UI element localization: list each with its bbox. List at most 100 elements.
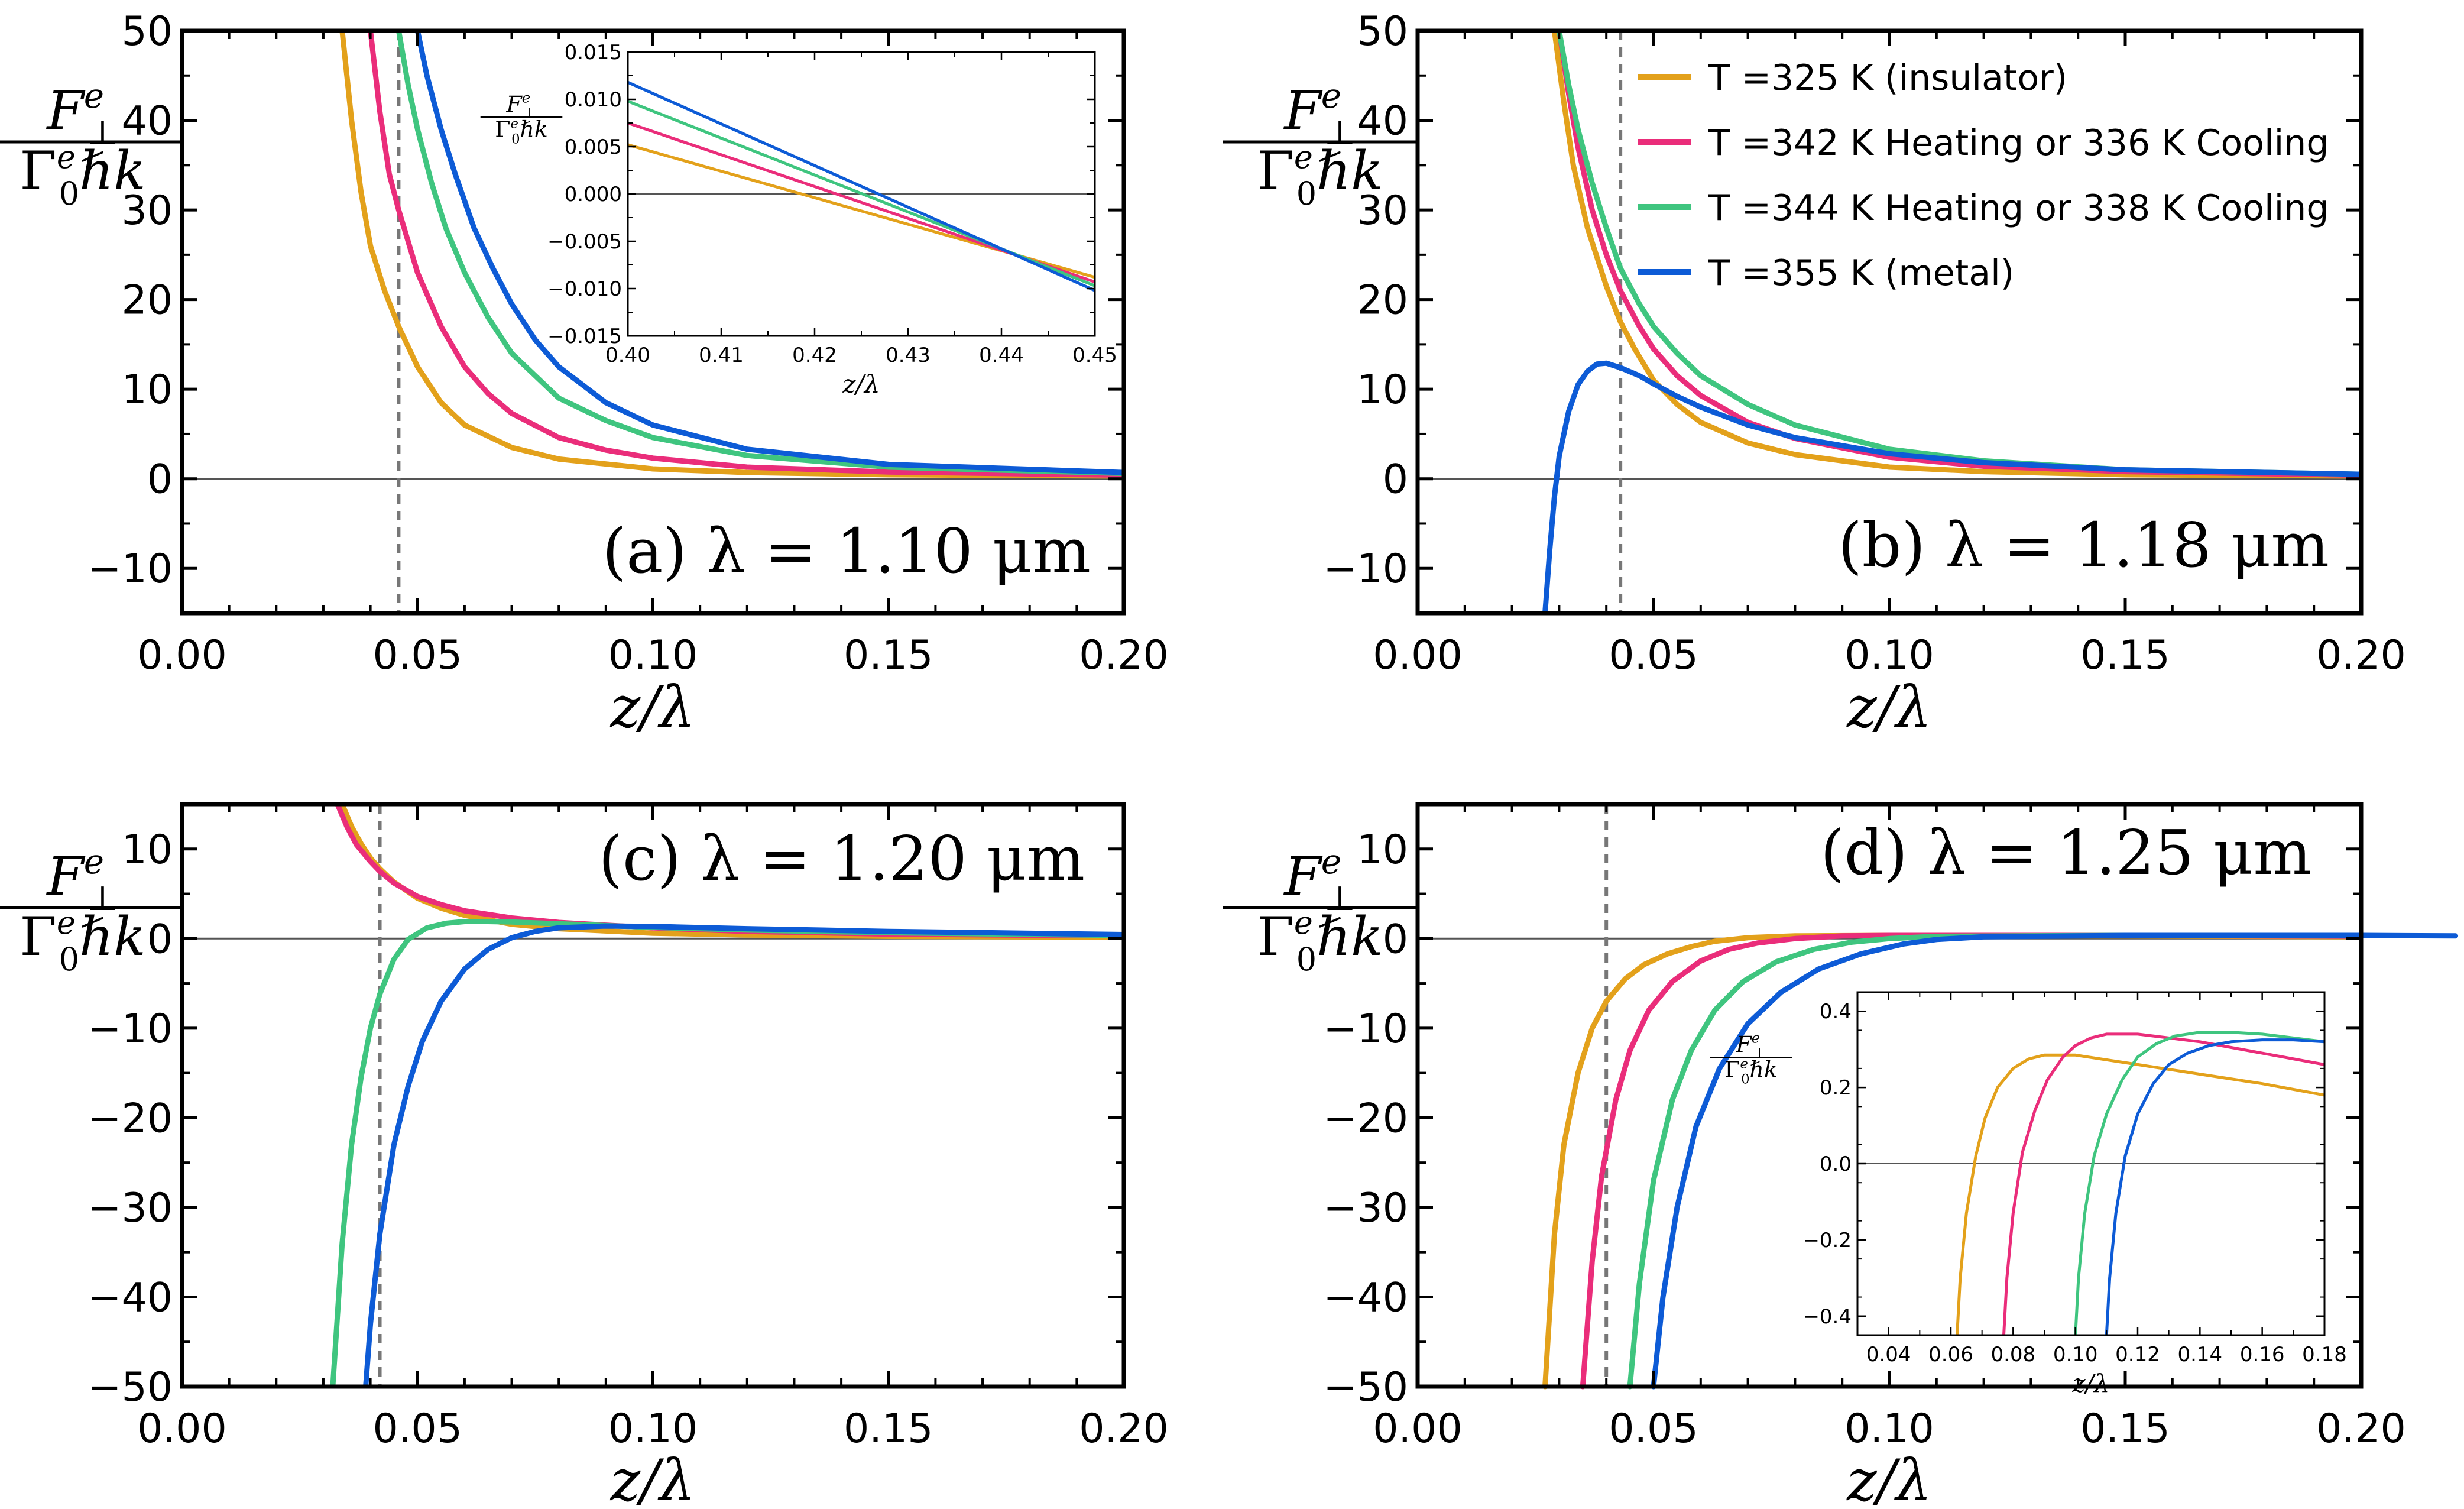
- panel-a-inset-xtick-label: 0.42: [792, 344, 837, 367]
- y-label-F: F: [1283, 80, 1323, 142]
- panel-d-inset-xtick-label: 0.18: [2302, 1343, 2347, 1366]
- panel-d-x-axis-title: z/λ: [1846, 1448, 1932, 1509]
- y-label-den-sub: 0: [1296, 941, 1317, 978]
- panel-a-ytick-label: 30: [121, 187, 173, 234]
- panel-c-ytick-label: −40: [87, 1274, 173, 1321]
- panel-d-inset-y-axis-title: Fe ⊥Γe 0ℏk: [1710, 1029, 1792, 1087]
- panel-c-label: (c) λ = 1.20 μm: [599, 822, 1085, 895]
- panel-b-y-axis-title: Fe ⊥Γe 0ℏk: [1223, 76, 1418, 212]
- panel-b-series-3-line: [1556, 31, 2361, 477]
- y-label-F: F: [1283, 846, 1323, 908]
- y-label-denominator: Γe 0ℏk: [495, 116, 548, 147]
- panel-b-ytick-label: −10: [1323, 546, 1408, 592]
- panel-d-inset-axes: 0.04 0.06 0.08 0.10 0.12 0.14 0.16 0.18 0.4 0.2 0.…: [1802, 991, 2347, 1398]
- panel-a-xtick-label: 0.10: [608, 632, 698, 679]
- y-label-F: F: [46, 846, 86, 908]
- panel-a-inset-ytick-label: 0.005: [565, 135, 622, 159]
- legend-label-2: T =342 K Heating or 336 K Cooling: [1708, 122, 2329, 164]
- panel-b-xtick-label: 0.15: [2080, 632, 2170, 679]
- panel-d-inset-ytick-label: 0.4: [1820, 1000, 1852, 1024]
- panel-a-inset-xtick-label: 0.44: [979, 344, 1024, 367]
- panel-d-xtick-label: 0.00: [1373, 1406, 1462, 1452]
- y-label-numerator: Fe ⊥: [1736, 1029, 1766, 1062]
- y-label-sup: e: [1321, 841, 1341, 882]
- legend: T =325 K (insulator) T =342 K Heating or …: [1638, 57, 2329, 294]
- panel-c-xtick-label: 0.15: [844, 1406, 933, 1452]
- panel-a-xtick-label: 0.20: [1079, 632, 1168, 679]
- y-label-hbar-k: ℏk: [79, 140, 146, 202]
- panel-d-series-4-line: [1651, 932, 2459, 1390]
- panel-b-xtick-label: 0.05: [1609, 632, 1698, 679]
- panel-a-series-2-line: [368, 31, 1124, 478]
- panel-a-inset-ytick-label: −0.005: [547, 230, 622, 254]
- y-label-den-sub: 0: [1741, 1072, 1749, 1087]
- panel-b-series-group: [1542, 31, 2361, 613]
- panel-a-ytick-label: 20: [121, 277, 173, 324]
- panel-c-series-1-line: [339, 804, 1124, 940]
- panel-c-ytick-label: −30: [87, 1185, 173, 1232]
- panel-b-ytick-label: 10: [1357, 367, 1408, 413]
- panel-a-inset-xtick-label: 0.43: [886, 344, 931, 367]
- panel-a-ytick-label: 10: [121, 367, 173, 413]
- panel-a-series-4-line: [414, 31, 1124, 475]
- y-label-F: F: [506, 91, 523, 117]
- y-label-hbar-k: ℏk: [1317, 906, 1383, 968]
- panel-b-xtick-label: 0.00: [1373, 632, 1462, 679]
- panel-a-inset-series-group: [628, 80, 1095, 292]
- panel-d-y-axis-title: Fe ⊥Γe 0ℏk: [1223, 841, 1418, 978]
- panel-a-ytick-label: 50: [121, 8, 173, 55]
- panel-d-ytick-label: 0: [1383, 916, 1408, 963]
- panel-d-label: (d) λ = 1.25 μm: [1820, 817, 2311, 889]
- y-label-hbar-k: ℏk: [1317, 140, 1383, 202]
- y-label-gamma: Γ: [495, 116, 510, 143]
- panel-a-xtick-label: 0.15: [844, 632, 933, 679]
- y-label-numerator: Fe ⊥: [1283, 841, 1356, 918]
- legend-label-4: T =355 K (metal): [1708, 252, 2014, 294]
- panel-a-series-group: [339, 31, 1124, 479]
- panel-c-ytick-label: −10: [87, 1006, 173, 1053]
- panel-d-xtick-label: 0.15: [2080, 1406, 2170, 1452]
- y-label-sup: e: [84, 841, 104, 882]
- panel-d-ytick-label: 10: [1357, 827, 1408, 873]
- y-label-numerator: Fe ⊥: [46, 841, 118, 918]
- y-label-den-sub: 0: [59, 941, 79, 978]
- panel-c-x-axis-title: z/λ: [610, 1448, 696, 1509]
- panel-d-ytick-label: −10: [1323, 1006, 1408, 1053]
- y-label-hbar-k: ℏk: [1750, 1057, 1778, 1083]
- panel-a-inset-series-4-line: [628, 80, 1095, 292]
- panel-d-ytick-label: −40: [1323, 1274, 1408, 1321]
- panel-d-ytick-label: −50: [1323, 1364, 1408, 1411]
- y-label-sup: e: [1321, 76, 1341, 116]
- y-label-gamma: Γ: [1257, 140, 1293, 202]
- y-label-den-sup: e: [510, 116, 518, 131]
- panel-b-series-2-line: [1556, 31, 2361, 478]
- panel-d-inset-ytick-label: 0.2: [1820, 1076, 1852, 1100]
- panel-d-inset-series-group: [1956, 1031, 2324, 1335]
- panel-d-inset-xtick-label: 0.08: [1990, 1343, 2035, 1366]
- panel-d-ytick-label: −30: [1323, 1185, 1408, 1232]
- panel-a-inset-ytick-label: 0.015: [565, 41, 622, 64]
- panel-d-series-group: [1542, 932, 2459, 1390]
- y-label-sup: e: [522, 89, 530, 106]
- panel-d-inset-xtick-label: 0.06: [1928, 1343, 1973, 1366]
- panel-d-inset-ytick-label: −0.2: [1802, 1229, 1852, 1252]
- y-label-den-sup: e: [57, 138, 76, 176]
- legend-label-1: T =325 K (insulator): [1708, 57, 2067, 99]
- panel-d-inset-ytick-label: 0.0: [1820, 1152, 1852, 1176]
- panel-d-inset-xtick-label: 0.12: [2115, 1343, 2160, 1366]
- panel-d-inset-xtick-label: 0.14: [2177, 1343, 2222, 1366]
- y-label-hbar-k: ℏk: [79, 906, 146, 968]
- panel-d-inset-series-1-line: [1956, 1053, 2324, 1335]
- y-label-gamma: Γ: [1257, 906, 1293, 968]
- panel-c-ytick-label: −50: [87, 1364, 173, 1411]
- panel-b-xtick-label: 0.20: [2316, 632, 2405, 679]
- y-label-denominator: Γe 0ℏk: [1257, 904, 1383, 978]
- panel-c-y-axis-title: Fe ⊥Γe 0ℏk: [0, 841, 180, 978]
- panel-c-ytick-label: 0: [147, 916, 173, 963]
- panel-a-inset-axes: 0.40 0.41 0.42 0.43 0.44 0.45 0.015 0.010 0.005 0…: [547, 41, 1117, 399]
- panel-d-inset-series-3-line: [2074, 1031, 2324, 1335]
- panel-a-inset-ytick-label: 0.000: [565, 183, 622, 206]
- panel-d-xtick-label: 0.10: [1844, 1406, 1934, 1452]
- panel-a-ytick-label: −10: [87, 546, 173, 592]
